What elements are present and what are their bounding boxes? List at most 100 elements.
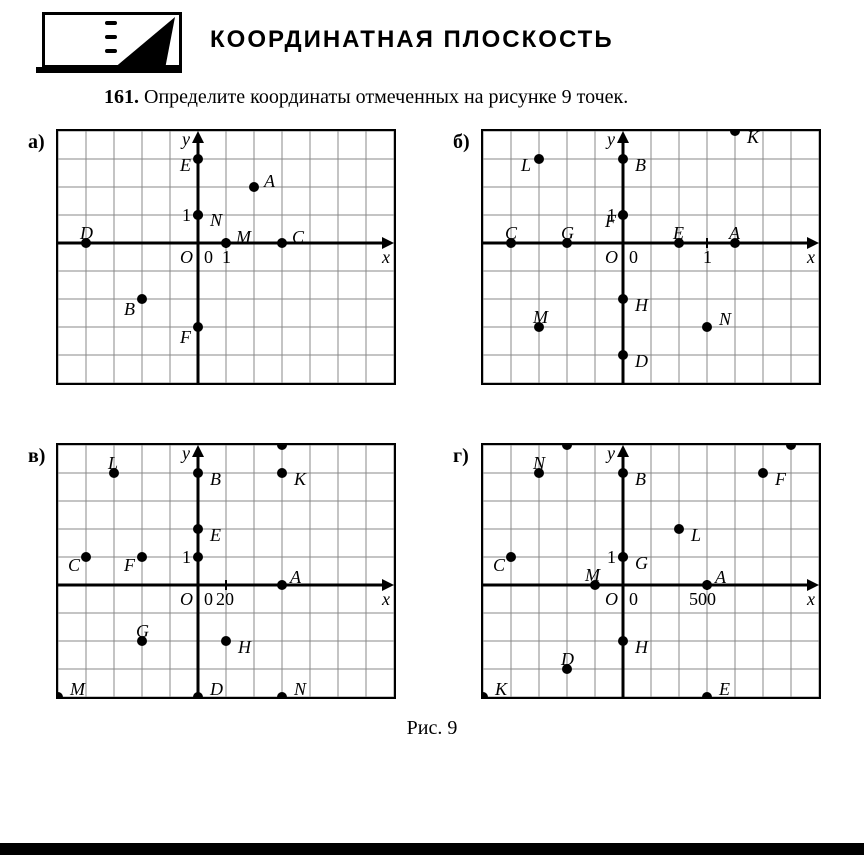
- plot-б: б) yxO011KLBFCGEAHMND: [453, 129, 836, 385]
- point-label-M: M: [69, 679, 86, 697]
- point-B: [618, 468, 628, 478]
- plot-letter: г): [453, 443, 481, 468]
- point-D: [193, 692, 203, 697]
- page: КООРДИНАТНАЯ ПЛОСКОСТЬ 161. Определите к…: [0, 0, 864, 843]
- point-A: [277, 580, 287, 590]
- svg-text:1: 1: [222, 247, 231, 267]
- point-label-B: B: [635, 155, 646, 175]
- svg-text:x: x: [806, 247, 815, 267]
- svg-text:0: 0: [629, 589, 638, 609]
- svg-text:x: x: [381, 247, 390, 267]
- plot-г: г) yxO01500NBFLCGMAHDKE: [453, 443, 836, 699]
- point-label-N: N: [532, 453, 546, 473]
- header: КООРДИНАТНАЯ ПЛОСКОСТЬ: [42, 12, 864, 68]
- svg-text:x: x: [381, 589, 390, 609]
- svg-text:y: y: [605, 445, 615, 463]
- plot-в: в) yxO0120LBKEFCAGHMDN: [28, 443, 411, 699]
- point-H: [221, 636, 231, 646]
- point-E: [193, 154, 203, 164]
- figure-caption: Рис. 9: [0, 717, 864, 740]
- point-H: [618, 636, 628, 646]
- point-F: [758, 468, 768, 478]
- svg-text:y: y: [180, 445, 190, 463]
- point-K: [483, 692, 488, 697]
- point-label-H: H: [634, 637, 649, 657]
- point-label-D: D: [209, 679, 223, 697]
- point-label-C: C: [68, 555, 81, 575]
- point-label-M: M: [532, 307, 549, 327]
- point-label-N: N: [718, 309, 732, 329]
- point-label-N: N: [209, 210, 223, 230]
- point-C: [506, 552, 516, 562]
- point-label-B: B: [210, 469, 221, 489]
- point-label-A: A: [714, 567, 727, 587]
- svg-text:x: x: [806, 589, 815, 609]
- point-G: [618, 552, 628, 562]
- point-label-G: G: [635, 553, 648, 573]
- point-label-L: L: [690, 525, 701, 545]
- point-label-E: E: [672, 223, 684, 243]
- point-label-A: A: [728, 223, 741, 243]
- svg-text:20: 20: [216, 589, 234, 609]
- point-label-A: A: [263, 171, 276, 191]
- point-label-A: A: [289, 567, 302, 587]
- point-label-K: K: [293, 469, 307, 489]
- point-label-C: C: [292, 227, 305, 247]
- plot-а: а) yxO011ANEMCDBF: [28, 129, 411, 385]
- point-label-K: K: [494, 679, 508, 697]
- plot-letter: в): [28, 443, 56, 468]
- point-label-F: F: [774, 469, 787, 489]
- point-label-K: K: [746, 131, 760, 147]
- task-body: Определите координаты отмеченных на рису…: [144, 86, 628, 108]
- task-text: 161. Определите координаты отмеченных на…: [104, 86, 864, 109]
- svg-text:500: 500: [689, 589, 716, 609]
- coordinate-grid: yxO011KLBFCGEAHMND: [481, 129, 821, 385]
- point-L: [674, 524, 684, 534]
- point-H: [618, 294, 628, 304]
- point-label-D: D: [79, 223, 93, 243]
- point-K: [277, 468, 287, 478]
- point-label-D: D: [634, 351, 648, 371]
- point-F: [137, 552, 147, 562]
- point-label-M: M: [584, 565, 601, 585]
- point-A: [702, 580, 712, 590]
- point-label-L: L: [520, 155, 531, 175]
- point-E: [193, 524, 203, 534]
- svg-text:1: 1: [182, 547, 191, 567]
- point-B: [193, 468, 203, 478]
- svg-text:y: y: [180, 131, 190, 149]
- point-C: [277, 238, 287, 248]
- point-label-F: F: [123, 555, 136, 575]
- svg-text:0: 0: [204, 247, 213, 267]
- svg-text:1: 1: [703, 247, 712, 267]
- point-K: [730, 131, 740, 136]
- svg-text:1: 1: [182, 205, 191, 225]
- point-label-F: F: [604, 211, 617, 231]
- svg-text:0: 0: [629, 247, 638, 267]
- point-label-D: D: [560, 649, 574, 669]
- point-E: [702, 692, 712, 697]
- svg-text:0: 0: [204, 589, 213, 609]
- point-M: [221, 238, 231, 248]
- coordinate-grid: yxO0120LBKEFCAGHMDN: [56, 443, 396, 699]
- point-F: [193, 322, 203, 332]
- point-N: [193, 210, 203, 220]
- svg-text:1: 1: [607, 547, 616, 567]
- plot-letter: а): [28, 129, 56, 154]
- coordinate-grid: yxO011ANEMCDBF: [56, 129, 396, 385]
- point-C: [81, 552, 91, 562]
- point-N: [277, 692, 287, 697]
- point-label-B: B: [124, 299, 135, 319]
- svg-text:O: O: [180, 589, 193, 609]
- task-number: 161.: [104, 86, 139, 108]
- point-label-C: C: [505, 223, 518, 243]
- point-label-L: L: [107, 453, 118, 473]
- point-M: [58, 692, 63, 697]
- point-label-M: M: [235, 227, 252, 247]
- point-L: [534, 154, 544, 164]
- grid-container: а) yxO011ANEMCDBF б) yxO011KLBFCGEAHMND …: [0, 129, 864, 699]
- coordinate-grid: yxO01500NBFLCGMAHDKE: [481, 443, 821, 699]
- svg-text:O: O: [180, 247, 193, 267]
- plot-letter: б): [453, 129, 481, 154]
- point-B: [618, 154, 628, 164]
